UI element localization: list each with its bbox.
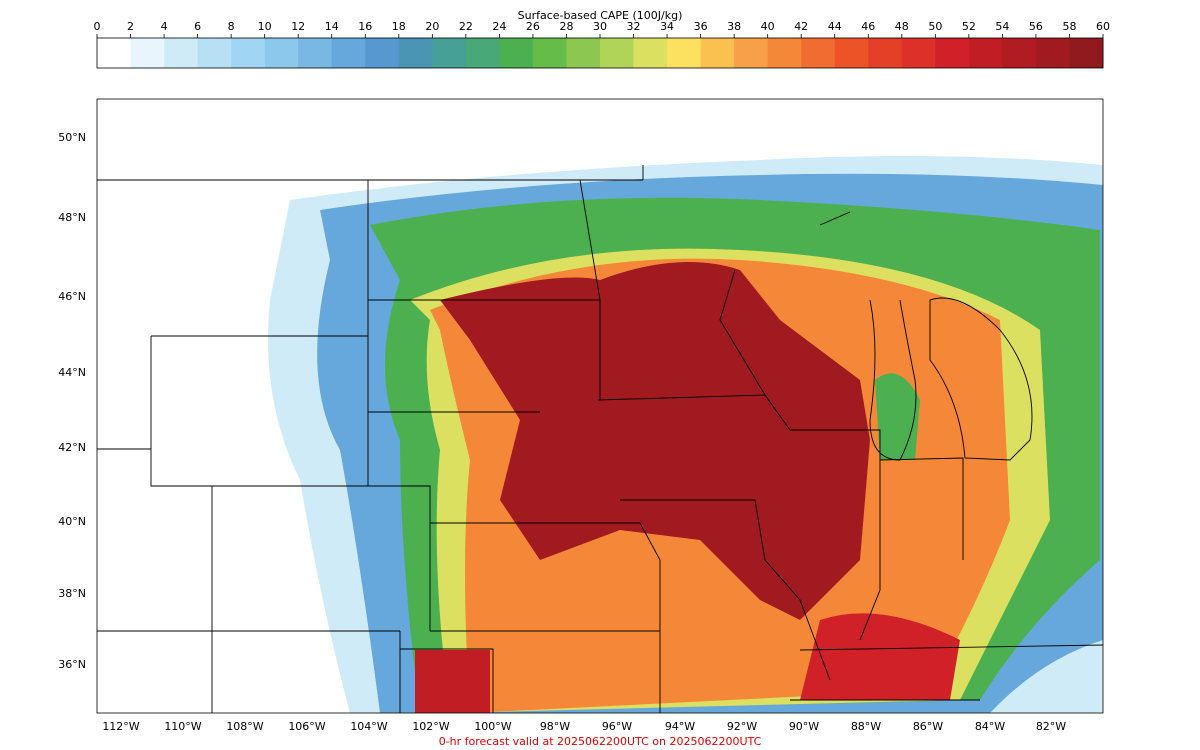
colorbar-segment bbox=[532, 38, 567, 68]
colorbar-tick-label: 46 bbox=[861, 20, 875, 33]
colorbar-segment bbox=[164, 38, 199, 68]
colorbar-tick-label: 16 bbox=[358, 20, 372, 33]
colorbar-segment bbox=[834, 38, 869, 68]
colorbar-segment bbox=[767, 38, 802, 68]
colorbar-tick-label: 38 bbox=[727, 20, 741, 33]
colorbar-segment bbox=[868, 38, 903, 68]
colorbar-tick-label: 14 bbox=[325, 20, 339, 33]
colorbar-tick-label: 0 bbox=[94, 20, 101, 33]
longitude-label: 106°W bbox=[288, 720, 325, 733]
colorbar-segment bbox=[968, 38, 1003, 68]
colorbar-tick-label: 6 bbox=[194, 20, 201, 33]
latitude-label: 38°N bbox=[58, 587, 86, 600]
colorbar-tick-label: 36 bbox=[694, 20, 708, 33]
colorbar-segment bbox=[465, 38, 500, 68]
colorbar-tick-label: 12 bbox=[291, 20, 305, 33]
longitude-label: 96°W bbox=[602, 720, 632, 733]
colorbar-segment bbox=[432, 38, 467, 68]
latitude-label: 44°N bbox=[58, 366, 86, 379]
colorbar-segment bbox=[633, 38, 668, 68]
colorbar-tick-label: 44 bbox=[828, 20, 842, 33]
colorbar-tick-label: 56 bbox=[1029, 20, 1043, 33]
colorbar-tick-label: 34 bbox=[660, 20, 674, 33]
latitude-label: 40°N bbox=[58, 515, 86, 528]
colorbar-segment bbox=[97, 38, 132, 68]
colorbar-tick-label: 50 bbox=[928, 20, 942, 33]
colorbar-segment bbox=[801, 38, 836, 68]
longitude-label: 112°W bbox=[102, 720, 139, 733]
latitude-label: 36°N bbox=[58, 658, 86, 671]
colorbar-tick-label: 42 bbox=[794, 20, 808, 33]
map-frame bbox=[96, 98, 1104, 714]
colorbar-tick-label: 10 bbox=[258, 20, 272, 33]
colorbar-tick-label: 22 bbox=[459, 20, 473, 33]
colorbar-segment bbox=[398, 38, 433, 68]
latitude-label: 46°N bbox=[58, 290, 86, 303]
longitude-label: 98°W bbox=[540, 720, 570, 733]
colorbar-tick-label: 40 bbox=[761, 20, 775, 33]
colorbar-tick-label: 48 bbox=[895, 20, 909, 33]
colorbar-segment bbox=[935, 38, 970, 68]
colorbar-tick-label: 52 bbox=[962, 20, 976, 33]
longitude-label: 102°W bbox=[412, 720, 449, 733]
longitude-label: 110°W bbox=[164, 720, 201, 733]
latitude-label: 42°N bbox=[58, 441, 86, 454]
cape-field bbox=[268, 156, 1103, 713]
colorbar-segment bbox=[566, 38, 601, 68]
longitude-label: 100°W bbox=[474, 720, 511, 733]
colorbar-tick-label: 58 bbox=[1062, 20, 1076, 33]
colorbar-tick-label: 20 bbox=[425, 20, 439, 33]
colorbar-tick-label: 54 bbox=[995, 20, 1009, 33]
colorbar-tick-label: 24 bbox=[492, 20, 506, 33]
colorbar-segment bbox=[197, 38, 232, 68]
colorbar-tick-label: 4 bbox=[161, 20, 168, 33]
colorbar-segment bbox=[298, 38, 333, 68]
colorbar-tick-label: 2 bbox=[127, 20, 134, 33]
colorbar-segment bbox=[901, 38, 936, 68]
forecast-footer: 0-hr forecast valid at 2025062200UTC on … bbox=[439, 735, 762, 748]
colorbar-segment bbox=[331, 38, 366, 68]
colorbar-segment bbox=[130, 38, 165, 68]
colorbar-segment bbox=[700, 38, 735, 68]
longitude-label: 94°W bbox=[665, 720, 695, 733]
colorbar-segment bbox=[667, 38, 702, 68]
longitude-label: 86°W bbox=[913, 720, 943, 733]
state-borders bbox=[97, 165, 1104, 713]
colorbar-tick-label: 26 bbox=[526, 20, 540, 33]
colorbar-title: Surface-based CAPE (100J/kg) bbox=[518, 9, 683, 22]
latitude-label: 50°N bbox=[58, 131, 86, 144]
colorbar bbox=[97, 38, 1104, 68]
colorbar-segment bbox=[1002, 38, 1037, 68]
longitude-label: 90°W bbox=[789, 720, 819, 733]
longitude-label: 88°W bbox=[851, 720, 881, 733]
colorbar-tick-label: 30 bbox=[593, 20, 607, 33]
colorbar-segment bbox=[734, 38, 769, 68]
colorbar-segment bbox=[264, 38, 299, 68]
colorbar-segment bbox=[365, 38, 400, 68]
colorbar-segment bbox=[231, 38, 266, 68]
latitude-label: 48°N bbox=[58, 211, 86, 224]
colorbar-tick-label: 60 bbox=[1096, 20, 1110, 33]
colorbar-segment bbox=[1069, 38, 1104, 68]
longitude-label: 92°W bbox=[727, 720, 757, 733]
colorbar-segment bbox=[499, 38, 534, 68]
colorbar-segment bbox=[600, 38, 635, 68]
longitude-label: 104°W bbox=[350, 720, 387, 733]
longitude-label: 108°W bbox=[226, 720, 263, 733]
colorbar-tick-label: 32 bbox=[627, 20, 641, 33]
longitude-label: 84°W bbox=[975, 720, 1005, 733]
colorbar-tick-label: 18 bbox=[392, 20, 406, 33]
colorbar-segment bbox=[1035, 38, 1070, 68]
longitude-label: 82°W bbox=[1036, 720, 1066, 733]
colorbar-tick-label: 28 bbox=[559, 20, 573, 33]
colorbar-tick-label: 8 bbox=[228, 20, 235, 33]
